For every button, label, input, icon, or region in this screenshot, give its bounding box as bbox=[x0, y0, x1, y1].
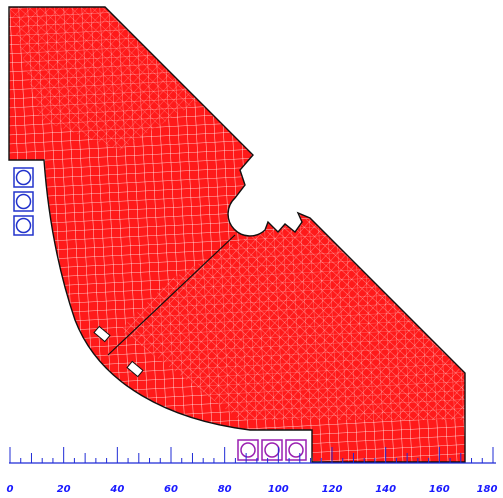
bottom-coil bbox=[285, 439, 307, 461]
x-tick-label: 100 bbox=[268, 484, 289, 495]
slot-upper bbox=[93, 325, 111, 343]
left-coil bbox=[13, 215, 34, 236]
slot-lower bbox=[126, 360, 144, 378]
x-tick-label: 60 bbox=[164, 484, 178, 495]
left-coil bbox=[13, 191, 34, 212]
left-coil bbox=[13, 167, 34, 188]
mesh-outline bbox=[8, 6, 466, 463]
bottom-coil bbox=[237, 439, 259, 461]
x-tick-label: 80 bbox=[218, 484, 232, 495]
internal-boundary-line bbox=[107, 234, 236, 356]
x-tick-label: 180 bbox=[477, 484, 498, 495]
x-axis: 0 20 40 60 80 100 120 140 160 180 bbox=[7, 447, 498, 495]
bottom-coil bbox=[261, 439, 283, 461]
left-coil-stack bbox=[13, 167, 34, 236]
x-tick-label: 40 bbox=[109, 484, 124, 495]
x-tick-label: 140 bbox=[375, 484, 396, 495]
bottom-coil-row bbox=[237, 439, 307, 461]
x-tick-label: 160 bbox=[429, 484, 450, 495]
x-tick-label: 120 bbox=[322, 484, 343, 495]
x-tick-label: 0 bbox=[7, 484, 14, 495]
x-tick-label: 20 bbox=[57, 484, 71, 495]
